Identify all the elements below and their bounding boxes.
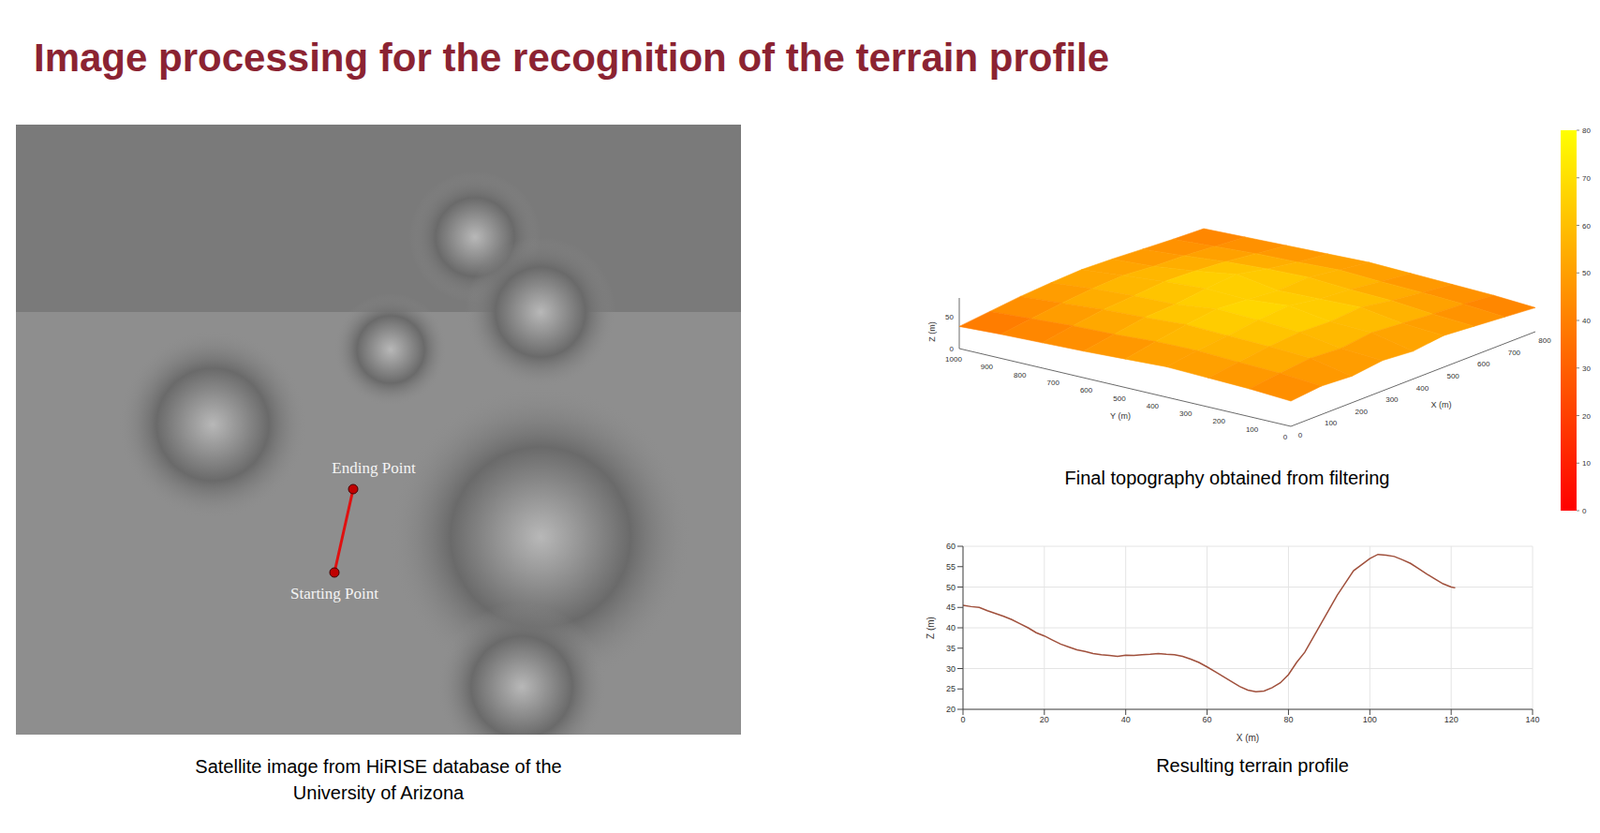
svg-text:0: 0	[1582, 506, 1587, 516]
svg-text:300: 300	[1385, 395, 1399, 404]
svg-text:600: 600	[1080, 385, 1094, 395]
svg-text:45: 45	[946, 602, 956, 612]
svg-text:80: 80	[1283, 714, 1293, 725]
html-text:Resulting terrain profile: Resulting terrain profile	[1156, 755, 1349, 776]
svg-text:50: 50	[1582, 268, 1591, 278]
svg-text:30: 30	[946, 664, 956, 674]
svg-text:40: 40	[1582, 316, 1591, 326]
svg-text:400: 400	[1416, 384, 1430, 393]
svg-text:0: 0	[1283, 432, 1289, 442]
svg-text:60: 60	[1582, 222, 1591, 231]
svg-text:60: 60	[1202, 714, 1213, 725]
svg-text:X (m): X (m)	[1236, 732, 1260, 743]
svg-text:Z (m): Z (m)	[927, 321, 937, 342]
svg-text:10: 10	[1582, 459, 1591, 468]
html-text:Satellite image from HiRISE da: Satellite image from HiRISE database of …	[195, 755, 562, 777]
svg-text:40: 40	[1121, 714, 1131, 725]
svg-text:100: 100	[1245, 425, 1260, 434]
svg-text:200: 200	[1213, 416, 1227, 426]
svg-text:400: 400	[1146, 401, 1160, 411]
svg-text:0: 0	[960, 714, 965, 725]
svg-text:70: 70	[1582, 174, 1591, 183]
svg-text:20: 20	[1039, 714, 1050, 725]
svg-text:700: 700	[1508, 348, 1522, 357]
html-text:University of Arizona: University of Arizona	[293, 782, 464, 803]
svg-text:900: 900	[980, 362, 994, 371]
svg-text:20: 20	[1582, 412, 1591, 421]
svg-text:Z (m): Z (m)	[925, 616, 936, 639]
svg-text:Ending Point: Ending Point	[331, 459, 416, 477]
html-text:Image processing for the recog: Image processing for the recognition of …	[33, 35, 1110, 80]
svg-text:X (m): X (m)	[1431, 400, 1452, 410]
svg-text:120: 120	[1444, 714, 1459, 725]
svg-text:25: 25	[946, 683, 956, 694]
svg-text:1000: 1000	[945, 355, 963, 364]
svg-text:80: 80	[1582, 126, 1591, 135]
svg-text:600: 600	[1477, 359, 1491, 369]
svg-text:50: 50	[945, 312, 954, 322]
svg-text:0: 0	[1298, 430, 1304, 440]
svg-text:300: 300	[1179, 409, 1193, 418]
svg-text:50: 50	[946, 582, 956, 593]
svg-text:Starting Point: Starting Point	[290, 584, 379, 603]
svg-text:140: 140	[1525, 714, 1540, 725]
svg-text:40: 40	[946, 622, 956, 633]
svg-text:800: 800	[1538, 336, 1552, 345]
svg-text:100: 100	[1324, 418, 1338, 428]
svg-text:500: 500	[1446, 371, 1460, 381]
svg-text:20: 20	[946, 704, 956, 714]
svg-text:200: 200	[1355, 407, 1369, 416]
svg-text:0: 0	[949, 344, 955, 354]
html-text:Final topography obtained from: Final topography obtained from filtering	[1064, 467, 1390, 489]
svg-text:35: 35	[946, 643, 956, 653]
svg-text:55: 55	[946, 562, 956, 572]
svg-text:500: 500	[1112, 394, 1126, 403]
svg-text:700: 700	[1047, 378, 1061, 387]
svg-text:30: 30	[1582, 364, 1591, 373]
svg-text:60: 60	[946, 541, 956, 551]
svg-text:Y (m): Y (m)	[1110, 411, 1131, 421]
svg-text:100: 100	[1362, 714, 1378, 725]
svg-text:800: 800	[1013, 370, 1027, 380]
